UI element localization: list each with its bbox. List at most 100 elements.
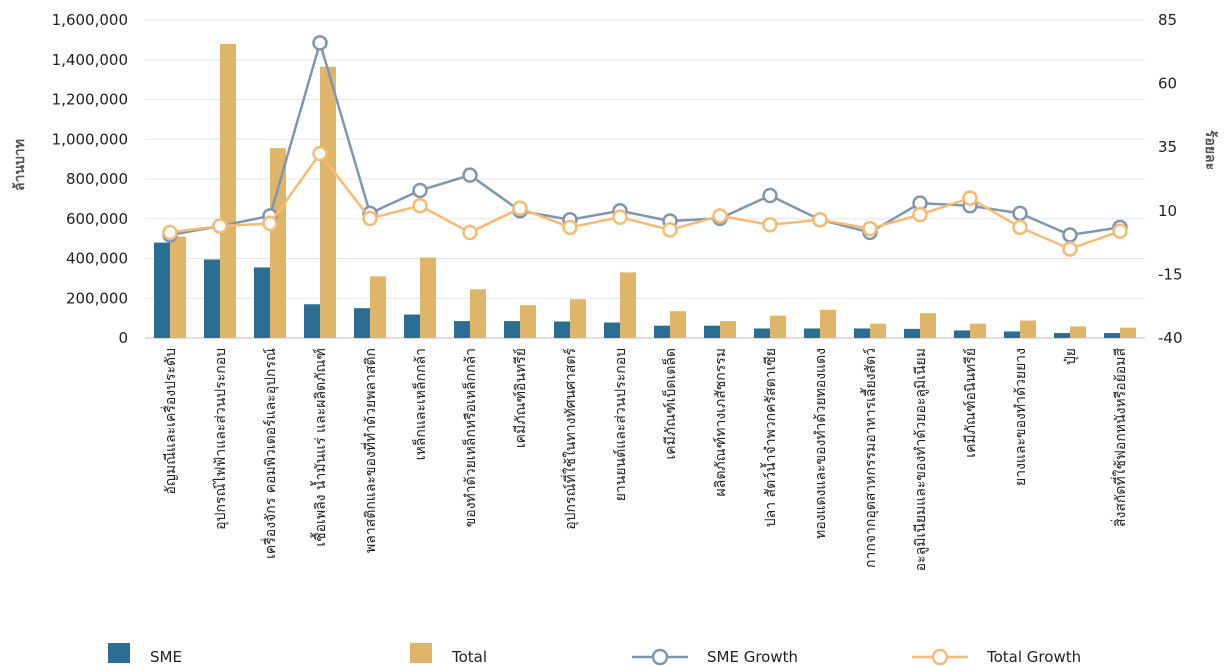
bar-total	[320, 66, 336, 339]
bar-total	[1070, 326, 1086, 338]
axes: 0 200,000 400,000 600,000 800,000 1,000,000 1,…	[52, 11, 1183, 347]
category-label: ยานยนต์และส่วนประกอบ	[612, 348, 629, 501]
point-sme-growth	[312, 35, 328, 51]
bar-total	[270, 148, 286, 338]
point-total-growth	[612, 209, 628, 225]
point-total-growth	[962, 190, 978, 206]
bar-sme	[904, 328, 920, 338]
bar-total	[620, 272, 636, 338]
bar-sme	[1054, 333, 1070, 338]
bars	[154, 43, 1136, 339]
legend-marker	[651, 648, 669, 666]
y2-tick-label: -15	[1158, 265, 1183, 283]
bar-total	[570, 299, 586, 338]
bar-sme	[404, 314, 420, 338]
bar-sme	[754, 328, 770, 338]
bar-sme	[454, 321, 470, 338]
point-total-growth	[562, 219, 578, 236]
point-total-growth	[462, 224, 478, 241]
category-label: ผลิตภัณฑ์ทางเภสัชกรรม	[712, 348, 729, 496]
point-sme-growth	[762, 187, 778, 204]
category-label: เหล็กและเหล็กกล้า	[411, 348, 429, 460]
bar-sme	[154, 242, 170, 338]
y-axis-title: ล้านบาท	[12, 139, 28, 191]
bar-sme	[504, 321, 520, 338]
point-total-growth	[312, 145, 328, 162]
category-label: ปุ๋ย	[1063, 348, 1079, 365]
category-label: ยางและของทำด้วยยาง	[1013, 348, 1029, 486]
category-label: อัญมณีและเครื่องประดับ	[161, 348, 179, 495]
y2-tick-label: 35	[1158, 138, 1177, 156]
category-label: อุปกรณ์ไฟฟ้าและส่วนประกอบ	[212, 348, 229, 530]
bar-total	[1120, 327, 1136, 338]
point-total-growth	[212, 218, 228, 234]
point-total-growth	[162, 224, 178, 241]
y-tick-label: 200,000	[66, 289, 128, 307]
bar-total	[920, 313, 936, 338]
category-label: เคมีภัณฑ์อนินทรีย์	[962, 348, 979, 458]
legend-label: SME Growth	[707, 648, 798, 666]
bar-sme	[654, 325, 670, 338]
legend-label: SME	[150, 648, 182, 666]
bar-total	[720, 321, 736, 338]
bar-total	[420, 257, 436, 338]
y-tick-label: 1,600,000	[52, 11, 128, 29]
bar-sme	[1004, 331, 1020, 338]
y2-tick-label: -40	[1158, 329, 1183, 347]
category-label: เคมีภัณฑ์อินทรีย์	[512, 348, 529, 448]
bar-sme	[604, 322, 620, 338]
legend-marker	[931, 648, 949, 666]
bar-total	[470, 289, 486, 338]
bar-sme	[854, 328, 870, 338]
y-tick-label: 400,000	[66, 250, 128, 268]
point-total-growth	[1112, 223, 1128, 239]
legend-item-total: Total	[410, 643, 487, 666]
category-label: สิ่งสกัดที่ใช้ฟอกหนังหรือย้อมสี	[1111, 348, 1129, 527]
bar-total	[520, 305, 536, 338]
bar-sme	[804, 328, 820, 338]
category-label: ทองแดงและของทำด้วยทองแดง	[813, 348, 829, 539]
bar-total	[820, 309, 836, 338]
point-total-growth	[1062, 241, 1078, 257]
bar-total	[870, 323, 886, 338]
legend-label: Total	[451, 648, 487, 666]
category-label: ของทำด้วยเหล็กหรือเหล็กกล้า	[461, 348, 479, 527]
bar-total	[970, 323, 986, 338]
bar-total	[670, 311, 686, 338]
category-label: อุปกรณ์ที่ใช้ในทางทัศนศาสตร์	[561, 348, 579, 530]
point-total-growth	[362, 210, 378, 227]
point-total-growth	[712, 208, 728, 224]
bar-total	[1020, 320, 1036, 338]
point-total-growth	[662, 222, 678, 238]
category-label: เชื้อเพลิง น้ำมันแร่ และผลิตภัณฑ์	[310, 348, 329, 547]
legend-item-sme-growth: SME Growth	[632, 648, 798, 666]
category-label: กากจากอุตสาหกรรมอาหารเลี้ยงสัตว์	[860, 348, 879, 568]
point-total-growth	[912, 206, 928, 223]
point-total-growth	[412, 197, 428, 214]
bar-sme	[1104, 333, 1120, 338]
point-total-growth	[262, 215, 278, 232]
y2-axis-title: ร้อยละ	[1202, 130, 1218, 170]
point-total-growth	[812, 211, 828, 228]
bar-sme	[954, 330, 970, 338]
bar-sme	[304, 304, 320, 338]
bar-total	[220, 43, 236, 338]
point-total-growth	[512, 200, 528, 217]
y-tick-label: 800,000	[66, 170, 128, 188]
y2-tick-label: 85	[1158, 11, 1177, 29]
growth-lines	[162, 35, 1128, 257]
legend-swatch	[108, 643, 130, 663]
category-label: อะลูมิเนียมและของทำด้วยอะลูมิเนียม	[913, 348, 929, 571]
y-tick-label: 0	[118, 329, 128, 347]
point-sme-growth	[1062, 227, 1078, 243]
legend-swatch	[410, 643, 432, 663]
category-label: เคมีภัณฑ์เบ็ดเตล็ด	[661, 348, 679, 460]
point-total-growth	[762, 217, 778, 233]
point-total-growth	[862, 220, 878, 237]
y-tick-label: 1,400,000	[52, 51, 128, 69]
point-sme-growth	[1012, 205, 1028, 222]
bar-total	[370, 276, 386, 338]
y-tick-label: 1,200,000	[52, 91, 128, 109]
legend-label: Total Growth	[986, 648, 1081, 666]
